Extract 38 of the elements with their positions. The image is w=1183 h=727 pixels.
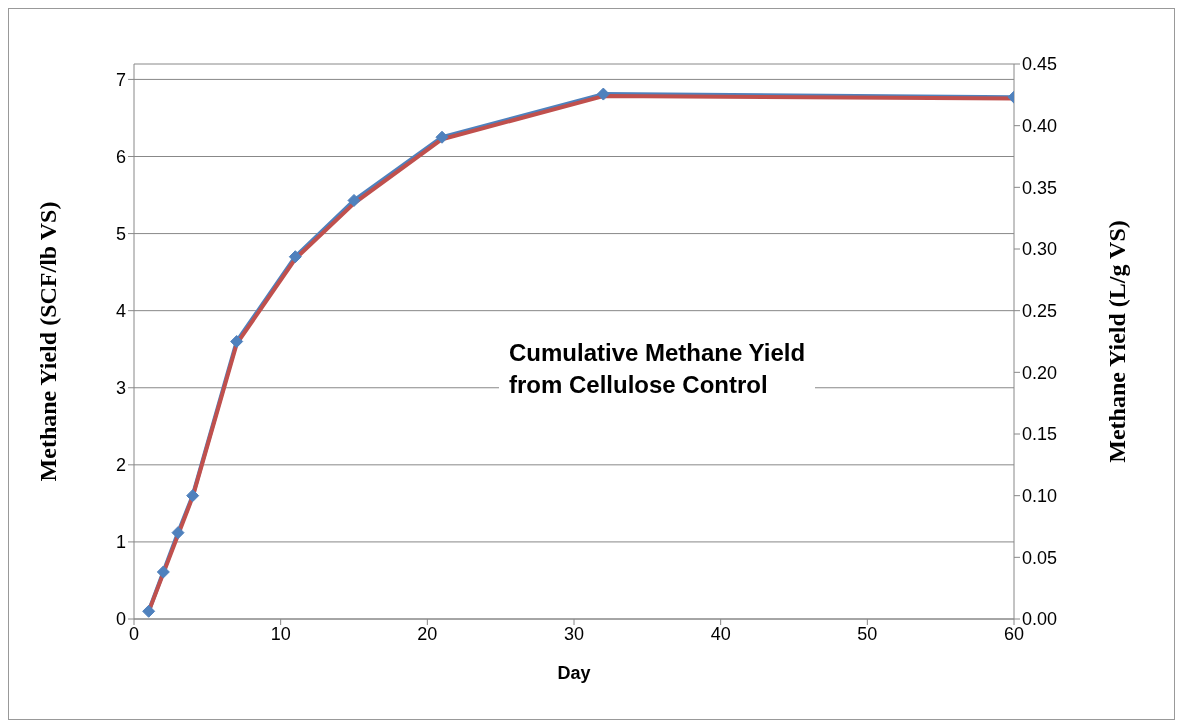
y-tick-label: 2 <box>115 455 126 476</box>
point <box>230 335 244 348</box>
x-tick-label: 0 <box>128 623 140 644</box>
y-tick-label: 3 <box>115 378 126 399</box>
x-tick-label: 10 <box>270 623 291 644</box>
y-tick-label: 1 <box>115 532 126 553</box>
y-tick-label: 6 <box>115 146 126 167</box>
y2-tick-label: 0.30 <box>1022 239 1058 260</box>
point <box>596 87 610 101</box>
y2-tick-label: 0.45 <box>1022 54 1058 75</box>
x-tick-label: 20 <box>417 623 438 644</box>
y2-tick-label: 0.20 <box>1022 362 1058 383</box>
point <box>156 565 170 579</box>
y-tick-label: 5 <box>115 223 126 244</box>
y-tick-label: 7 <box>115 69 126 90</box>
y2-tick-label: 0.40 <box>1022 116 1058 137</box>
x-tick-label: 30 <box>563 623 585 644</box>
y2-tick-label: 0.25 <box>1022 301 1058 322</box>
y-tick-label: 0 <box>115 609 126 630</box>
point <box>288 250 302 264</box>
y-tick-label: 4 <box>115 301 126 322</box>
point <box>171 526 185 540</box>
x-tick-label: 50 <box>857 623 878 644</box>
x-tick-label: 40 <box>710 623 731 644</box>
point <box>142 604 156 618</box>
y2-tick-label: 0.35 <box>1022 177 1058 198</box>
point <box>435 130 449 144</box>
y2-tick-label: 0.15 <box>1022 424 1058 445</box>
point <box>347 193 361 207</box>
point <box>186 489 200 503</box>
y2-tick-label: 0.00 <box>1022 609 1058 630</box>
y2-tick-label: 0.05 <box>1022 547 1058 568</box>
x-tick-label: 60 <box>1003 623 1025 644</box>
text: Cumulative Methane Yield from Cellulose Control <box>509 338 806 400</box>
y2-tick-label: 0.10 <box>1022 486 1058 507</box>
y-axis-title: Methane Yield (SCF/lb VS) <box>34 201 61 482</box>
x-axis-title: Day <box>557 663 591 683</box>
y2-axis-title: Methane Yield (L/g VS) <box>1103 220 1130 463</box>
